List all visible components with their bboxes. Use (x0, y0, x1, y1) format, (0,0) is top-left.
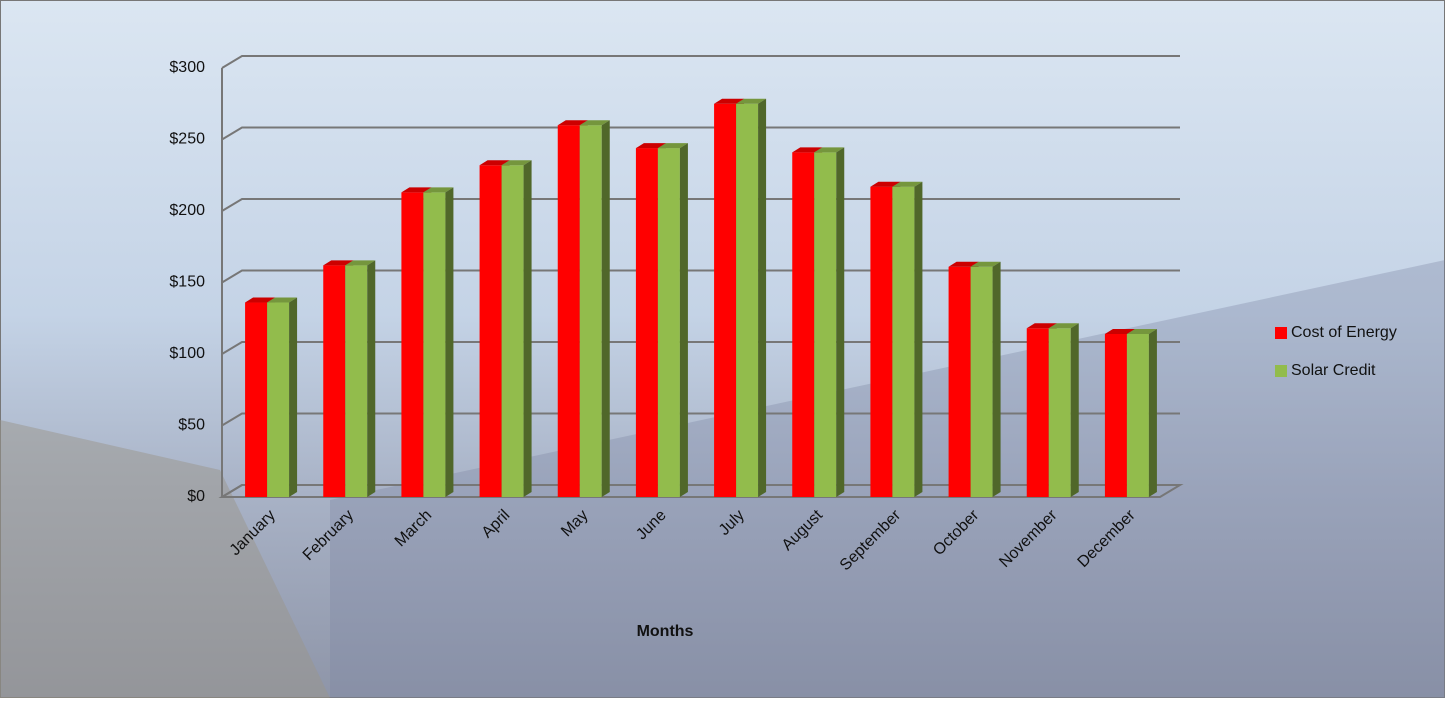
bar-side (445, 187, 454, 497)
bar-side (992, 261, 1001, 497)
y-tick-label: $50 (178, 417, 205, 434)
bar (892, 181, 923, 497)
y-tick-label: $250 (169, 131, 205, 148)
bar-top (267, 297, 298, 303)
bar (579, 120, 610, 497)
bar (423, 187, 454, 497)
y-tick-label: $150 (169, 274, 205, 291)
bar-front (423, 192, 446, 497)
bar-front (579, 125, 602, 497)
bar-front (792, 152, 815, 497)
bar-side (836, 147, 845, 497)
bar-front (948, 266, 971, 497)
bar-side (914, 181, 923, 497)
bar-top (714, 98, 745, 104)
bar-side (367, 260, 376, 497)
bar (736, 98, 767, 497)
bar-side (1148, 328, 1157, 497)
bar-front (657, 148, 680, 497)
bar-front (814, 152, 837, 497)
bar-top (423, 187, 454, 193)
bar (1126, 328, 1157, 497)
bar-top (970, 261, 1001, 267)
bar-top (892, 181, 923, 187)
grid-line (221, 126, 1180, 141)
bar-top (792, 147, 823, 153)
bar-side (523, 160, 532, 498)
bar-front (635, 148, 658, 497)
bar (501, 160, 532, 498)
bar (814, 147, 845, 497)
bar-front (501, 165, 524, 498)
x-axis-title: Months (637, 623, 694, 640)
bar (267, 297, 298, 497)
bar-top (948, 261, 979, 267)
bar-front (323, 265, 346, 497)
bar-top (479, 160, 510, 166)
y-tick-label: $100 (169, 345, 205, 362)
grid-line (221, 198, 1180, 212)
bar-side (289, 297, 298, 497)
bar-front (1104, 333, 1127, 497)
bar-top (579, 120, 610, 126)
legend-label: Cost of Energy (1291, 324, 1397, 341)
bar-front (401, 192, 424, 497)
bar-front (267, 302, 290, 497)
bar-top (401, 187, 432, 193)
y-tick-label: $200 (169, 202, 205, 219)
bar-side (1070, 323, 1079, 497)
bar (345, 260, 376, 497)
bar-top (1104, 328, 1135, 334)
bar (970, 261, 1001, 497)
bar-top (345, 260, 376, 266)
bar-side (758, 98, 767, 497)
grid-line (221, 484, 1180, 498)
grid-line (221, 341, 1180, 355)
grid-line (221, 269, 1180, 284)
bar-top (657, 143, 688, 149)
bar-top (1026, 323, 1057, 329)
bar (657, 143, 688, 497)
bar-top (635, 143, 666, 149)
bar-top (501, 160, 532, 166)
bar-front (870, 186, 893, 497)
legend-swatch (1275, 365, 1287, 377)
legend-swatch (1275, 327, 1287, 339)
bar-front (345, 265, 368, 497)
bar-front (736, 103, 759, 497)
bar-top (1048, 323, 1079, 329)
bar-top (557, 120, 588, 126)
y-tick-label: $300 (169, 59, 205, 76)
bar-front (479, 165, 502, 498)
bar-front (1026, 328, 1049, 497)
bar-top (870, 181, 901, 187)
bar-front (245, 302, 268, 497)
bar-side (679, 143, 688, 497)
bar-top (736, 98, 767, 104)
legend-label: Solar Credit (1291, 362, 1376, 379)
bar-top (245, 297, 276, 303)
bar-front (1048, 328, 1071, 497)
y-tick-label: $0 (187, 488, 205, 505)
bar-top (323, 260, 354, 266)
bar-front (1126, 333, 1149, 497)
grid-line (221, 55, 1180, 69)
grid-line (221, 412, 1180, 427)
roof-shape (0, 420, 330, 698)
bar-front (557, 125, 580, 497)
bar-front (970, 266, 993, 497)
bar-top (1126, 328, 1157, 334)
bar-top (814, 147, 845, 153)
bar-front (892, 186, 915, 497)
bar (1048, 323, 1079, 497)
bar-front (714, 103, 737, 497)
bar-side (601, 120, 610, 497)
